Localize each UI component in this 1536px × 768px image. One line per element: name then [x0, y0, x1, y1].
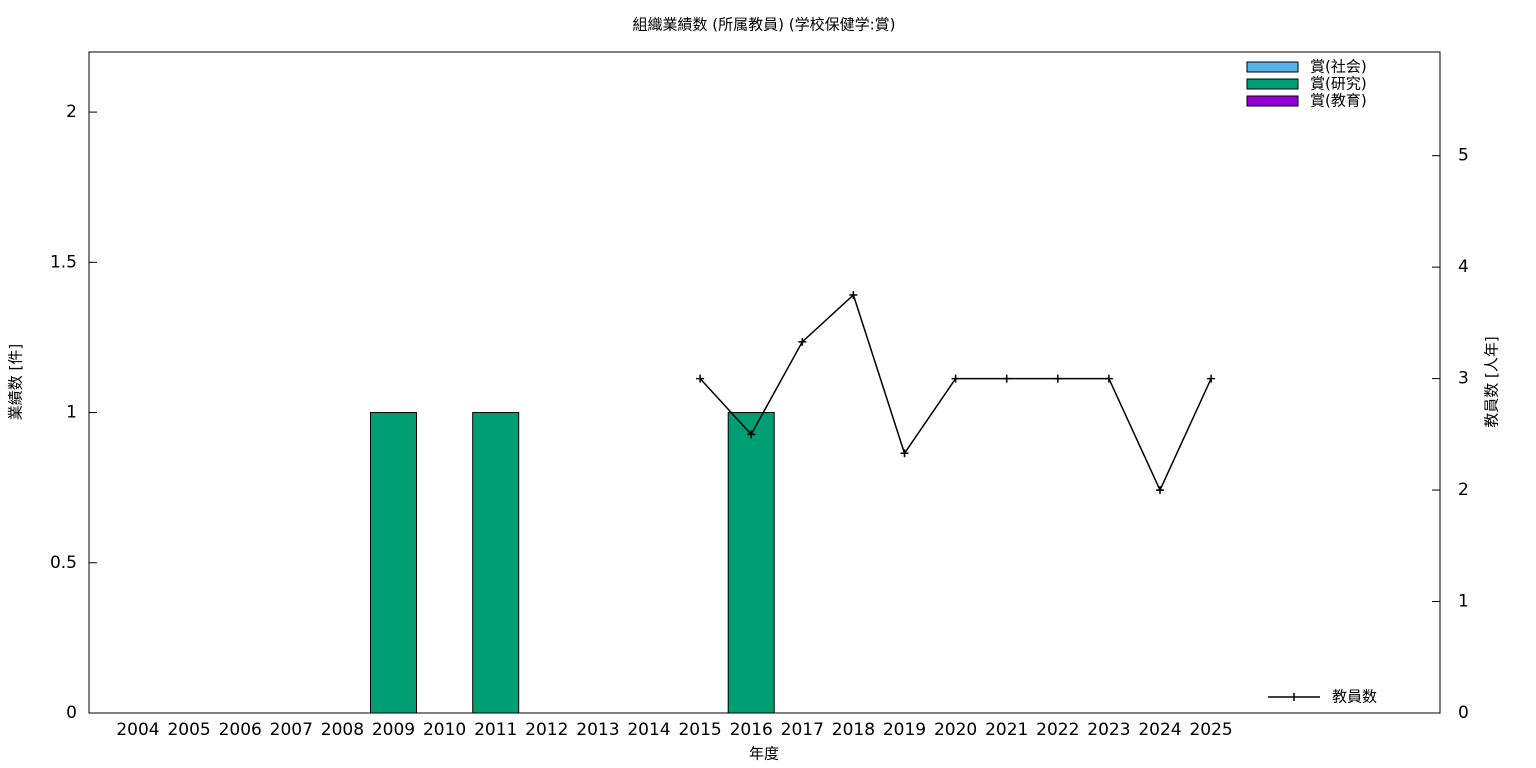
bar: [370, 412, 417, 714]
x-tick-label: 2011: [474, 720, 517, 740]
x-tick-label: 2018: [832, 720, 875, 740]
x-tick-label: 2025: [1189, 720, 1232, 740]
line: [699, 293, 1212, 492]
x-tick-label: 2014: [627, 720, 670, 740]
chart-title: 組織業績数 (所属教員) (学校保健学:賞): [633, 16, 896, 34]
point: [747, 430, 756, 439]
x-tick-label: 2023: [1087, 720, 1130, 740]
legend-swatch: [1246, 78, 1299, 90]
point: [951, 374, 960, 383]
y2-tick-label: 2: [1458, 480, 1469, 500]
x-tick-label: 2010: [423, 720, 466, 740]
legend-swatch: [1246, 61, 1299, 73]
x-tick-label: 2008: [321, 720, 364, 740]
x-tick-label: 2022: [1036, 720, 1079, 740]
x-tick-label: 2007: [270, 720, 313, 740]
y2-axis-label: 教員数 [人年]: [1483, 336, 1501, 427]
y-tick-label: 1.5: [50, 252, 77, 272]
y2-tick-label: 3: [1458, 369, 1469, 389]
point: [849, 290, 858, 299]
y-tick-label: 1: [66, 403, 77, 423]
y-tick-label: 0.5: [50, 553, 77, 573]
y2-tick-label: 4: [1458, 257, 1469, 277]
x-tick-label: 2009: [372, 720, 415, 740]
x-tick-label: 2017: [781, 720, 824, 740]
legend-label: 賞(研究): [1310, 75, 1367, 93]
x-tick-label: 2006: [219, 720, 262, 740]
y2-tick-label: 0: [1458, 703, 1469, 723]
legend-label: 賞(教育): [1310, 92, 1367, 110]
point: [1104, 374, 1113, 383]
point: [798, 337, 807, 346]
point: [1002, 374, 1011, 383]
x-tick-label: 2019: [883, 720, 926, 740]
x-tick-label: 2013: [576, 720, 619, 740]
bar: [727, 412, 775, 714]
bar: [472, 412, 520, 714]
x-tick-label: 2004: [116, 720, 159, 740]
y-axis-label: 業績数 [件]: [7, 344, 25, 420]
point: [1053, 374, 1062, 383]
x-tick-label: 2012: [525, 720, 568, 740]
y-tick-label: 2: [66, 102, 77, 122]
x-tick-label: 2005: [167, 720, 210, 740]
x-axis-label: 年度: [749, 745, 779, 763]
legend-label: 賞(社会): [1310, 58, 1367, 76]
y2-tick-label: 5: [1458, 146, 1469, 166]
y2-tick-label: 1: [1458, 592, 1469, 612]
x-tick-label: 2021: [985, 720, 1028, 740]
x-tick-label: 2015: [678, 720, 721, 740]
legend-label: 教員数: [1332, 688, 1377, 706]
x-tick-label: 2020: [934, 720, 977, 740]
y-tick-label: 0: [66, 703, 77, 723]
point: [696, 374, 705, 383]
x-tick-label: 2024: [1138, 720, 1181, 740]
legend-swatch: [1246, 95, 1299, 107]
point: [1207, 374, 1216, 383]
x-tick-label: 2016: [730, 720, 773, 740]
point: [1156, 486, 1164, 495]
point: [900, 449, 909, 458]
legend-line: [1268, 693, 1320, 701]
